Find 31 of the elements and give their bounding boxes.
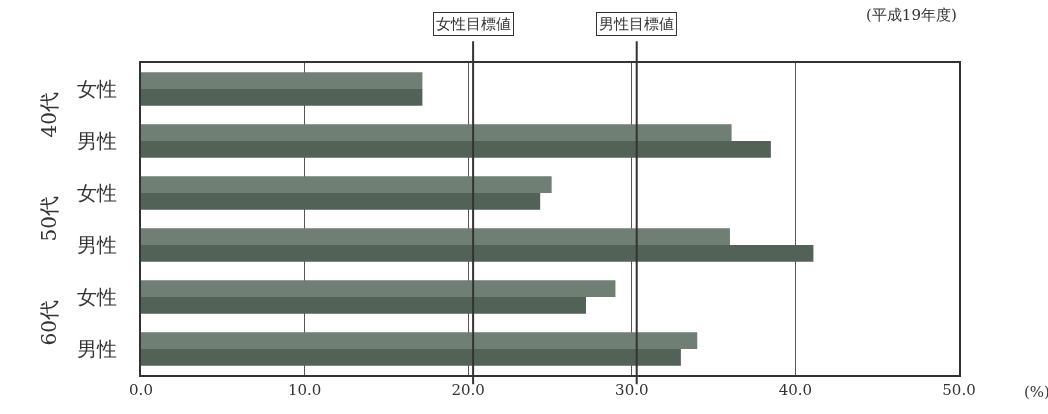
- bar: [141, 332, 698, 349]
- bar: [141, 72, 423, 89]
- y-tick-label: 女性: [77, 285, 118, 309]
- bar: [141, 245, 814, 262]
- x-tick-label: 40.0: [778, 380, 813, 399]
- y-tick-label: 女性: [77, 77, 118, 101]
- y-tick-label: 男性: [77, 233, 118, 257]
- bar: [141, 280, 616, 297]
- x-tick-label: 10.0: [287, 380, 322, 399]
- x-axis-title: (%): [1024, 383, 1048, 401]
- bar: [141, 297, 586, 314]
- text: 50代: [37, 195, 62, 242]
- x-tick-label: 20.0: [451, 380, 485, 399]
- bar: [141, 228, 730, 245]
- bar: [141, 89, 423, 106]
- y-tick-label: 男性: [77, 129, 118, 153]
- x-tick-label: 50.0: [942, 380, 976, 399]
- y-tick-label: 男性: [77, 337, 118, 361]
- bar: [141, 349, 681, 366]
- bar: [141, 193, 541, 210]
- bar: [141, 176, 552, 193]
- bar: [141, 141, 771, 158]
- text: 40代: [37, 91, 62, 138]
- ref-line-label: 男性目標値: [599, 15, 674, 33]
- y-tick-label: 女性: [77, 181, 118, 205]
- chart-title: (平成19年度): [866, 6, 957, 24]
- x-tick-label: 0.0: [129, 380, 153, 399]
- x-tick-label: 30.0: [615, 380, 649, 399]
- bar: [141, 124, 732, 141]
- ref-line-label: 女性目標値: [436, 15, 511, 33]
- text: 60代: [37, 299, 62, 346]
